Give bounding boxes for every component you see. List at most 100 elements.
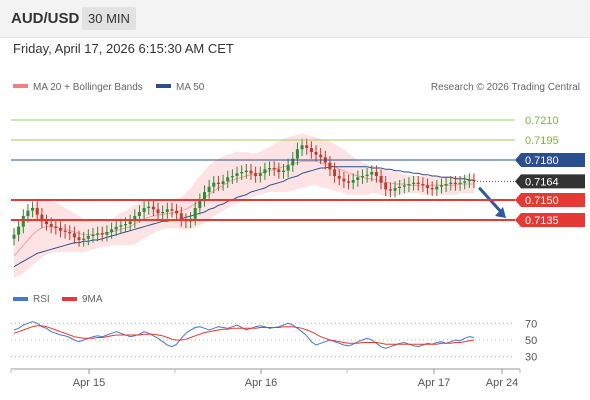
level-label: 0.7195 <box>525 135 559 147</box>
rsi-legend-swatch <box>13 297 28 301</box>
candle <box>21 209 25 234</box>
forecast-arrow-icon <box>478 187 506 218</box>
candle <box>147 200 151 215</box>
candle <box>398 180 402 195</box>
candle <box>272 161 276 176</box>
candle <box>374 165 378 183</box>
chart-header: AUD/USD 30 MIN <box>0 0 590 38</box>
candle <box>165 202 169 219</box>
candle <box>356 170 360 187</box>
candle <box>114 220 118 236</box>
candle <box>151 200 155 216</box>
candle <box>393 181 397 198</box>
ma20-legend-label: MA 20 + Bollinger Bands <box>33 82 143 93</box>
timeframe-button[interactable]: 30 MIN <box>82 7 136 30</box>
candle <box>226 170 230 188</box>
candle <box>365 168 369 183</box>
copyright-text: Research © 2026 Trading Central <box>431 82 580 93</box>
candle <box>110 222 114 239</box>
candle <box>328 156 332 176</box>
candle <box>337 169 341 186</box>
candle <box>40 208 44 228</box>
candle <box>319 148 323 164</box>
level-pivot: 0.7180 <box>11 153 585 167</box>
candle <box>426 178 429 195</box>
candle <box>361 169 364 184</box>
candle <box>449 176 453 191</box>
candle <box>268 161 271 176</box>
candle <box>119 218 123 234</box>
price-levels: 0.7210 0.7195 0.7180 0.7164 0.7150 0.7135 <box>11 115 585 227</box>
level-price: 0.7164 <box>474 174 585 189</box>
candle <box>244 164 248 179</box>
candle <box>161 205 165 220</box>
level-support: 0.7150 <box>11 193 585 207</box>
x-tick-label: Apr 15 <box>73 377 105 389</box>
candle <box>133 209 137 228</box>
level-label: 0.7210 <box>525 115 559 127</box>
rsi-ma-line <box>13 325 475 345</box>
candle <box>458 176 462 191</box>
ma50-legend-swatch <box>156 84 171 88</box>
timestamp: Friday, April 17, 2026 6:15:30 AM CET <box>13 41 234 56</box>
level-label: 0.7135 <box>525 215 559 227</box>
candle <box>156 202 160 220</box>
level-resistance: 0.7210 <box>11 115 559 127</box>
rsi-ma-legend-swatch <box>62 297 77 301</box>
candle <box>86 229 90 246</box>
candle <box>12 228 16 246</box>
candle <box>463 174 467 190</box>
bollinger-band-area <box>14 133 474 278</box>
rsi-tick-label: 50 <box>525 335 537 347</box>
rsi-ma-legend-label: 9MA <box>82 294 103 305</box>
candle <box>212 176 216 194</box>
candle <box>384 176 388 196</box>
candle <box>263 162 267 180</box>
candle <box>142 201 146 219</box>
candle <box>435 180 439 196</box>
candle <box>333 162 337 183</box>
candle <box>63 224 67 239</box>
ma20-legend-swatch <box>13 84 28 88</box>
candle <box>314 145 318 162</box>
candle <box>216 176 220 191</box>
price-panel <box>12 133 506 278</box>
rsi-tick-label: 70 <box>525 318 537 330</box>
candle <box>300 138 304 156</box>
candle <box>440 178 443 194</box>
candle <box>170 202 174 218</box>
ma50-line <box>13 166 474 268</box>
candle <box>453 176 457 191</box>
candle <box>416 176 420 191</box>
candle <box>100 226 104 242</box>
candle <box>444 177 448 192</box>
candle <box>402 178 406 194</box>
candle <box>430 181 434 196</box>
candle <box>305 138 309 155</box>
candle <box>59 221 62 238</box>
candle <box>388 182 392 198</box>
level-resistance: 0.7195 <box>11 135 559 147</box>
candle <box>45 214 48 231</box>
x-tick-label: Apr 17 <box>418 377 450 389</box>
candle <box>203 185 206 207</box>
candle <box>291 152 295 172</box>
candle <box>240 165 244 180</box>
candle <box>379 169 383 190</box>
ma20-line <box>13 160 474 257</box>
candle <box>249 164 253 180</box>
candle <box>128 214 132 231</box>
candle <box>193 201 197 226</box>
x-tick-label: Apr 24 <box>486 377 518 389</box>
candle <box>31 201 35 218</box>
candle <box>258 166 262 183</box>
level-label: 0.7164 <box>525 176 559 188</box>
candle <box>295 142 299 166</box>
x-axis: Apr 15 Apr 16 Apr 17 Apr 24 <box>10 369 521 389</box>
candle <box>347 174 350 190</box>
candle <box>68 225 72 240</box>
candle <box>35 201 39 222</box>
rsi-legend-label: RSI <box>33 294 50 305</box>
candle <box>17 220 21 242</box>
